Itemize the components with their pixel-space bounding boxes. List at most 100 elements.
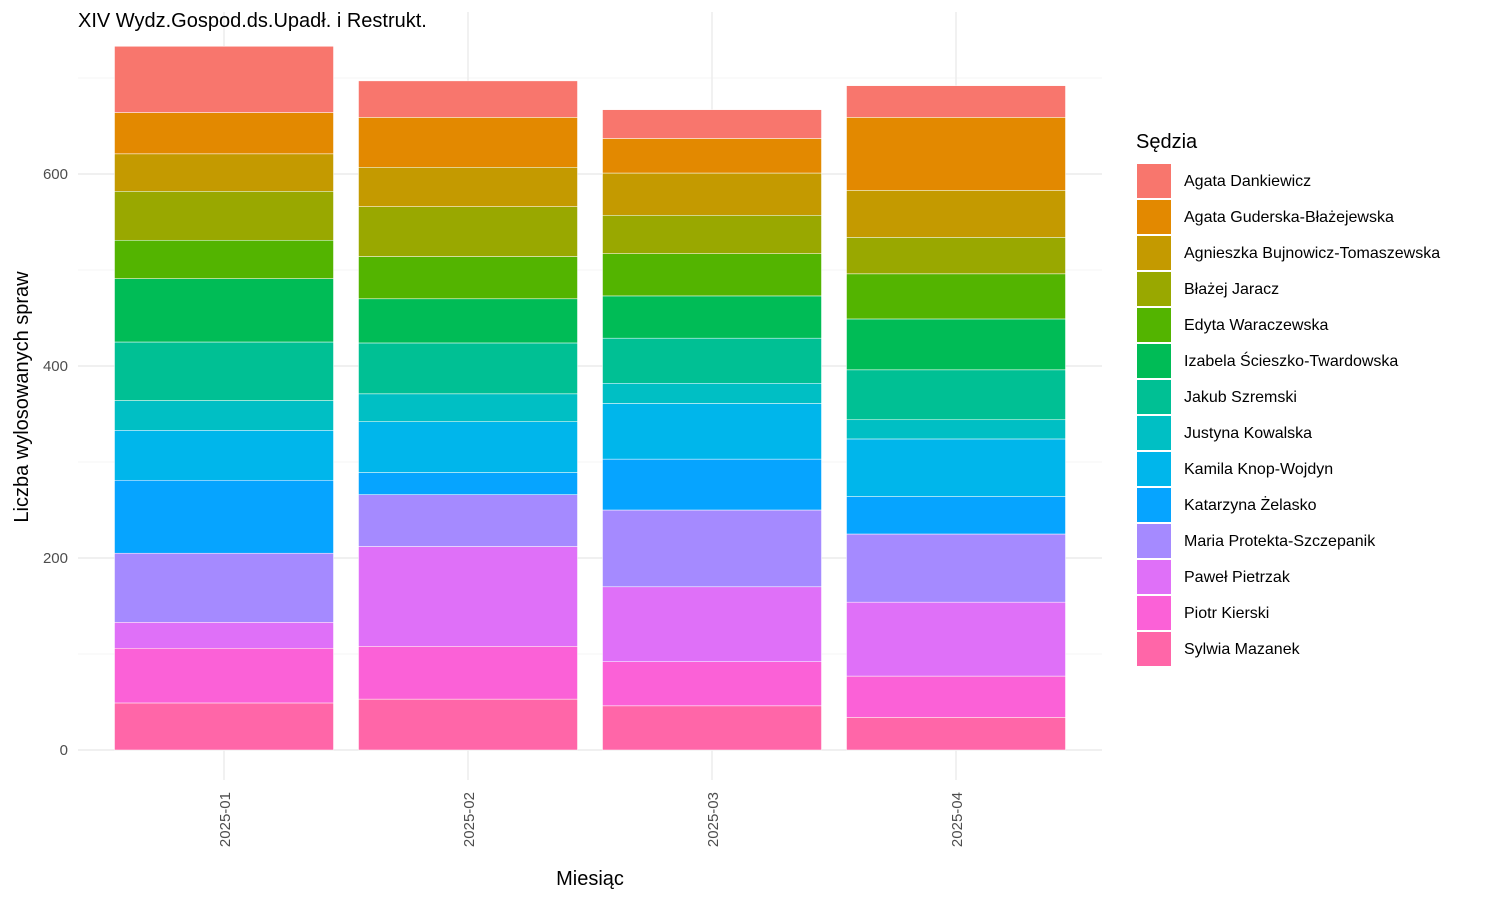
bar-segment	[114, 702, 334, 751]
bar-segment	[358, 393, 578, 422]
legend-label: Maria Protekta-Szczepanik	[1184, 533, 1376, 550]
x-axis-title: Miesiąc	[556, 868, 624, 890]
bar-segment	[602, 337, 822, 384]
legend-label: Justyna Kowalska	[1184, 425, 1312, 442]
legend-swatch	[1137, 308, 1171, 342]
bar-segment	[114, 191, 334, 241]
bar-segment	[358, 472, 578, 495]
legend-swatch	[1137, 344, 1171, 378]
legend-label: Edyta Waraczewska	[1184, 317, 1328, 334]
legend-swatch	[1137, 560, 1171, 594]
bar-segment	[846, 717, 1066, 751]
legend-label: Paweł Pietrzak	[1184, 569, 1291, 586]
legend-label: Błażej Jaracz	[1184, 281, 1279, 298]
bar-segment	[846, 117, 1066, 191]
bar-segment	[602, 215, 822, 254]
y-tick-label: 400	[43, 358, 68, 375]
bar-segment	[602, 661, 822, 707]
bar-segment	[602, 253, 822, 297]
bar-segment	[114, 239, 334, 279]
x-axis-ticks: 2025-01 2025-02 2025-03 2025-04	[217, 792, 966, 847]
bar-segment	[358, 206, 578, 257]
legend-swatch	[1137, 596, 1171, 630]
bar-segment	[358, 342, 578, 395]
bar-segment	[358, 117, 578, 168]
bar-segment	[602, 109, 822, 139]
bar-segment	[602, 172, 822, 216]
bar-segment	[846, 85, 1066, 118]
y-tick-label: 600	[43, 166, 68, 183]
bar-segment	[114, 153, 334, 192]
bar-segment	[602, 458, 822, 511]
legend-swatch	[1137, 416, 1171, 450]
bar-segment	[114, 647, 334, 704]
bar-segment	[846, 190, 1066, 238]
bar-segment	[602, 403, 822, 460]
y-tick-label: 0	[60, 742, 68, 759]
legend-label: Piotr Kierski	[1184, 605, 1269, 622]
legend-label: Agata Guderska-Błażejewska	[1184, 209, 1394, 226]
legend-swatch	[1137, 632, 1171, 666]
bar-segment	[602, 138, 822, 174]
bar-segment	[114, 552, 334, 623]
legend-label: Katarzyna Żelasko	[1184, 495, 1317, 514]
bar-segment	[114, 400, 334, 431]
legend-label: Agata Dankiewicz	[1184, 173, 1311, 190]
legend: Sędzia Agata Dankiewicz Agata Guderska-Bł…	[1136, 131, 1440, 666]
bar-segment	[114, 341, 334, 401]
bar-segment	[358, 421, 578, 473]
bar-segment	[846, 601, 1066, 677]
legend-title: Sędzia	[1136, 131, 1198, 153]
bar-segment	[846, 675, 1066, 718]
legend-swatch	[1137, 524, 1171, 558]
bar-segment	[846, 533, 1066, 603]
bar-segment	[602, 509, 822, 588]
legend-swatch	[1137, 236, 1171, 270]
y-axis-title: Liczba wylosowanych spraw	[11, 271, 33, 523]
x-tick-label: 2025-01	[217, 792, 234, 847]
bar-segment	[358, 494, 578, 547]
bar-segment	[846, 369, 1066, 421]
legend-label: Agnieszka Bujnowicz-Tomaszewska	[1184, 245, 1440, 262]
bar-segment	[602, 705, 822, 751]
bar-segment	[358, 256, 578, 300]
bar-segment	[358, 167, 578, 207]
bar-segment	[114, 112, 334, 155]
x-tick-label: 2025-02	[461, 792, 478, 847]
bar-segment	[114, 46, 334, 113]
bar-segment	[114, 278, 334, 343]
bar-segment	[846, 318, 1066, 371]
bar-segment	[358, 646, 578, 700]
bar-segment	[114, 430, 334, 481]
legend-label: Izabela Ścieszko-Twardowska	[1184, 351, 1398, 370]
bar-segment	[846, 273, 1066, 320]
bar-segment	[358, 80, 578, 118]
bar-segment	[358, 298, 578, 344]
legend-swatch	[1137, 488, 1171, 522]
legend-swatch	[1137, 164, 1171, 198]
legend-swatch	[1137, 200, 1171, 234]
legend-swatch	[1137, 452, 1171, 486]
bar-segment	[358, 546, 578, 647]
x-tick-label: 2025-03	[705, 792, 722, 847]
bar-segment	[114, 479, 334, 554]
legend-label: Kamila Knop-Wojdyn	[1184, 461, 1333, 478]
bar-segment	[602, 586, 822, 662]
legend-swatch	[1137, 272, 1171, 306]
bar-segment	[358, 698, 578, 751]
bar-segment	[846, 438, 1066, 497]
bar-segment	[114, 622, 334, 649]
y-axis-ticks: 0 200 400 600	[43, 166, 68, 759]
bars	[114, 46, 1066, 751]
legend-label: Sylwia Mazanek	[1184, 641, 1301, 658]
bar-segment	[846, 237, 1066, 275]
y-tick-label: 200	[43, 550, 68, 567]
bar-segment	[602, 295, 822, 339]
legend-swatch	[1137, 380, 1171, 414]
bar-segment	[846, 419, 1066, 440]
bar-segment	[602, 383, 822, 404]
bar-segment	[846, 496, 1066, 535]
chart-title: XIV Wydz.Gospod.ds.Upadł. i Restrukt.	[78, 10, 427, 32]
legend-label: Jakub Szremski	[1184, 389, 1297, 406]
